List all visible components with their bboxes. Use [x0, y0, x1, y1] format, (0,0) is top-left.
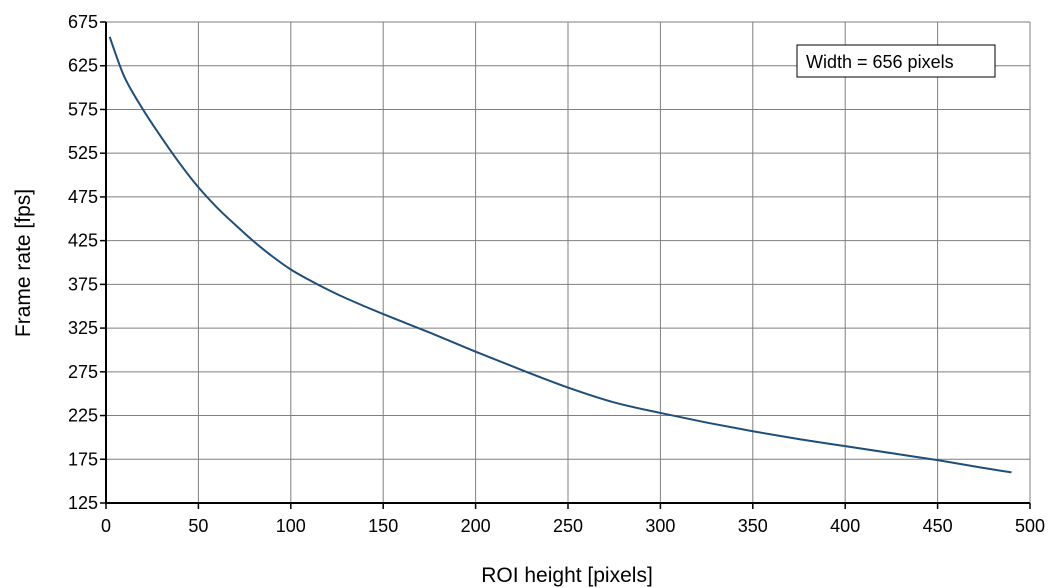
- y-tick-label: 375: [68, 274, 98, 294]
- x-tick-label: 150: [368, 516, 398, 536]
- y-tick-label: 475: [68, 187, 98, 207]
- annotation-box: Width = 656 pixels: [796, 44, 996, 78]
- x-tick-label: 400: [830, 516, 860, 536]
- axes: [100, 21, 1031, 509]
- x-axis-label: ROI height [pixels]: [481, 564, 653, 587]
- y-tick-label: 575: [68, 99, 98, 119]
- x-tick-label: 50: [188, 516, 208, 536]
- y-tick-label: 175: [68, 449, 98, 469]
- x-tick-label: 350: [738, 516, 768, 536]
- series-line: [108, 36, 1012, 474]
- x-tick-label: 450: [923, 516, 953, 536]
- y-tick-label: 225: [68, 406, 98, 426]
- annotation-text: Width = 656 pixels: [806, 52, 954, 72]
- y-tick-label: 325: [68, 318, 98, 338]
- x-tick-label: 200: [461, 516, 491, 536]
- y-tick-label: 125: [68, 493, 98, 513]
- x-tick-label: 100: [276, 516, 306, 536]
- y-tick-label: 525: [68, 143, 98, 163]
- grid: [105, 21, 1031, 504]
- x-tick-label: 300: [645, 516, 675, 536]
- x-tick-label: 0: [101, 516, 111, 536]
- y-tick-label: 625: [68, 56, 98, 76]
- x-tick-label: 250: [553, 516, 583, 536]
- y-axis-label: Frame rate [fps]: [12, 189, 35, 337]
- series-layer: [108, 36, 1012, 474]
- y-tick-label: 425: [68, 231, 98, 251]
- tick-labels: 0 50 100 150 200 250 300 350 400 450 500 125 175 225 2…: [68, 12, 1045, 536]
- x-tick-label: 500: [1015, 516, 1045, 536]
- y-tick-label: 675: [68, 12, 98, 32]
- y-tick-label: 275: [68, 362, 98, 382]
